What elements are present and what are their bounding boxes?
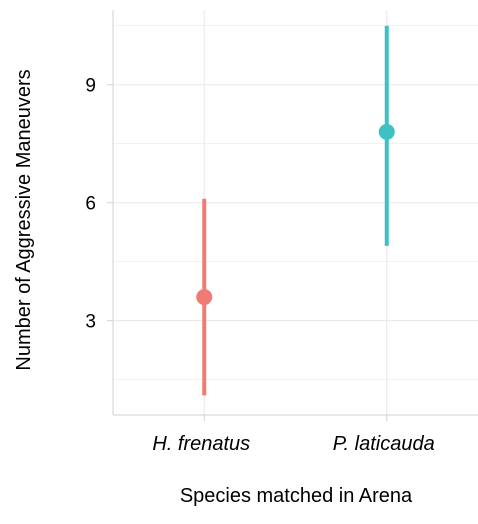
y-axis-title: Number of Aggressive Maneuvers (13, 69, 35, 370)
y-tick-label: 9 (85, 76, 96, 97)
y-tick-label: 3 (85, 312, 96, 333)
x-tick-label: P. laticauda (333, 433, 435, 455)
x-axis-title: Species matched in Arena (180, 485, 413, 507)
x-tick-label: H. frenatus (152, 433, 250, 455)
plot-panel (113, 10, 478, 415)
grid-lines (113, 10, 478, 415)
chart-marks (196, 25, 395, 396)
mean-point (196, 289, 213, 306)
tick-labels: 3 6 9 H. frenatus P. laticauda (85, 76, 434, 455)
axes (107, 10, 478, 421)
mean-point (378, 123, 395, 140)
y-tick-label: 6 (85, 194, 96, 215)
